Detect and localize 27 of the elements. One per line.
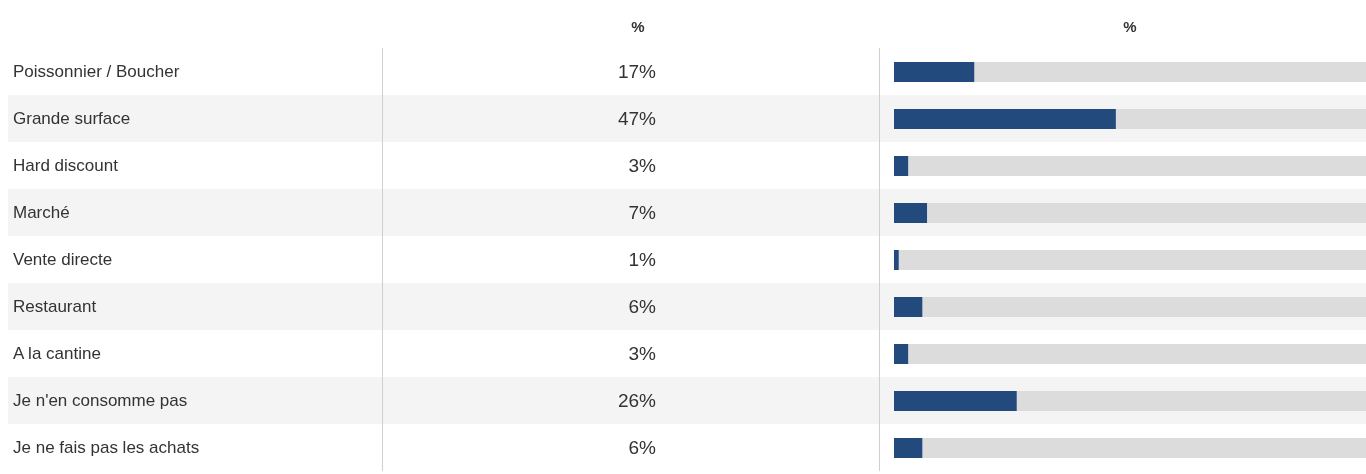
bar [894,438,923,458]
data-label: 3% [628,155,657,176]
data-label: 47% [617,108,657,129]
y-tick-label: Poissonnier / Boucher [13,61,180,81]
bar [894,203,928,223]
bar [894,250,899,270]
data-label: 17% [617,61,657,82]
data-label: 1% [628,249,657,270]
data-label: 7% [628,202,657,223]
y-tick-label: Je n'en consomme pas [13,390,188,410]
bar [894,62,975,82]
data-label: 6% [628,296,657,317]
bar [894,297,923,317]
y-tick-label: Hard discount [13,155,119,175]
text: % [630,18,646,35]
x-axis-title: % [1122,18,1138,35]
data-label: 3% [628,343,657,364]
bar [894,344,909,364]
data-label: 6% [628,437,657,458]
y-tick-label: Marché [13,202,70,222]
y-tick-label: A la cantine [13,343,101,363]
y-tick-label: Vente directe [13,249,113,269]
y-tick-label: Restaurant [13,296,97,316]
bar [894,156,909,176]
y-tick-label: Grande surface [13,108,131,128]
y-tick-label: Je ne fais pas les achats [13,437,200,457]
data-label: 26% [617,390,657,411]
